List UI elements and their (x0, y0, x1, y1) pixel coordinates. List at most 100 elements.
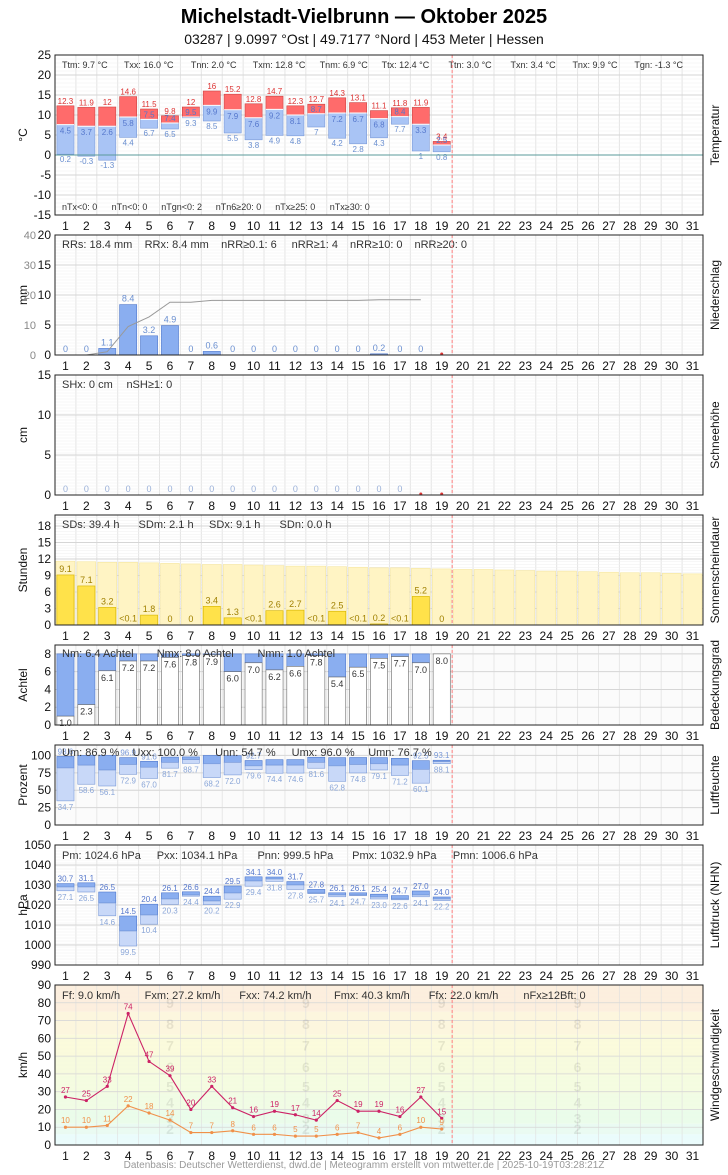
x-tick-label: 15 (351, 829, 365, 843)
bft-label: 7 (438, 1037, 446, 1053)
y-axis-label: hPa (16, 894, 30, 916)
sun-label: <0.1 (349, 614, 367, 624)
tmax-label: 13.1 (350, 94, 366, 103)
x-tick-label: 22 (498, 729, 512, 743)
rh-max-label: 92.5 (413, 752, 429, 761)
tmin-label: 4.4 (123, 138, 135, 147)
y-tick-label: 5 (44, 318, 51, 332)
mean-wind-point (210, 1130, 214, 1135)
bft-label: 7 (302, 1037, 310, 1053)
cloud-label: 8.0 (435, 656, 448, 666)
p-min-label: 23.0 (371, 901, 387, 910)
x-tick-label: 21 (477, 629, 491, 643)
y-tick-label: 30 (38, 1085, 52, 1099)
x-tick-label: 15 (351, 359, 365, 373)
p-lower-bar (77, 886, 96, 893)
tmin-label: 1 (419, 152, 424, 161)
gust-label: 74 (124, 1002, 133, 1011)
y-axis-label: mm (16, 285, 30, 305)
x-tick-label: 25 (560, 969, 574, 983)
x-tick-label: 27 (602, 729, 616, 743)
tmin-label: 4.8 (290, 137, 302, 146)
sun-label: <0.1 (119, 614, 137, 624)
snow-label: 0 (230, 484, 235, 494)
x-tick-label: 5 (146, 969, 153, 983)
p-lower-bar (140, 914, 158, 925)
sun-label: 0 (439, 614, 444, 624)
rh-min-label: 60.1 (413, 785, 429, 794)
p-max-label: 31.1 (79, 874, 95, 883)
plot-border (54, 54, 704, 216)
y-tick-label: -5 (40, 168, 51, 182)
x-tick-label: 4 (125, 499, 132, 513)
rain-label: 0 (63, 344, 68, 354)
rh-upper-bar (391, 757, 409, 766)
x-tick-label: 11 (268, 969, 281, 983)
summary-stat: SDx: 9.1 h (209, 519, 260, 531)
p-lower-bar (119, 930, 138, 947)
plot-border (54, 984, 704, 1146)
snow-label: 0 (397, 484, 402, 494)
summary-stat: Tnm: 6.9 °C (320, 60, 369, 70)
x-tick-label: 23 (519, 969, 533, 983)
p-lower-bar (182, 894, 200, 897)
x-tick-label: 19 (435, 829, 449, 843)
y-axis-label: Prozent (16, 764, 30, 806)
tmid-label: 8.7 (311, 105, 323, 114)
rain-label: 0 (356, 344, 361, 354)
rh-upper-bar (265, 759, 284, 766)
mean-wind-label: 22 (124, 1095, 133, 1104)
p-max-label: 14.5 (120, 907, 136, 916)
gust-label: 19 (354, 1100, 363, 1109)
x-tick-label: 18 (414, 1149, 428, 1163)
bft-label: 5 (166, 1078, 174, 1094)
x-tick-label: 15 (351, 629, 365, 643)
bft-label: 8 (438, 1016, 446, 1032)
rh-lower-bar (119, 764, 138, 775)
bft-label: 2 (166, 1121, 174, 1137)
gust-point (419, 1095, 423, 1099)
x-tick-label: 6 (167, 219, 174, 233)
tmid-label: 7.4 (164, 114, 176, 123)
x-tick-label: 27 (602, 629, 616, 643)
summary-stat: Unn: 54.7 % (215, 747, 276, 759)
tmid-label: 3.3 (415, 126, 427, 135)
x-tick-label: 15 (351, 1149, 365, 1163)
x-tick-label: 1 (62, 969, 69, 983)
x-tick-label: 19 (435, 969, 449, 983)
tmax-label: 12.7 (309, 95, 325, 104)
tmax-label: 11.9 (79, 98, 95, 107)
possible-sun-bar (620, 572, 640, 626)
x-tick-label: 8 (208, 729, 215, 743)
x-tick-label: 5 (146, 359, 153, 373)
x-tick-label: 4 (125, 969, 132, 983)
tmin-label: 3.8 (248, 141, 260, 150)
mean-wind-point (126, 1104, 130, 1108)
y-tick-label: 10 (38, 1120, 52, 1134)
x-tick-label: 10 (247, 359, 261, 373)
x-tick-label: 24 (540, 629, 554, 643)
p-max-label: 24.0 (434, 888, 450, 897)
cum-tick-label: 30 (24, 260, 36, 272)
summary-stat: nRR≥0.1: 6 (221, 239, 277, 251)
x-tick-label: 10 (247, 969, 261, 983)
x-tick-label: 23 (519, 219, 533, 233)
mean-wind-point (272, 1132, 277, 1136)
p-upper-bar (77, 882, 96, 888)
x-tick-label: 12 (289, 729, 303, 743)
p-min-label: 22.6 (392, 902, 408, 911)
gust-point (63, 1095, 68, 1099)
x-tick-label: 29 (644, 629, 658, 643)
x-tick-label: 12 (289, 499, 303, 513)
y-axis-label: °C (16, 128, 30, 142)
rh-lower-bar (223, 762, 242, 776)
y-tick-label: 1010 (24, 918, 51, 932)
x-tick-label: 16 (372, 219, 386, 233)
bft-band (55, 1011, 703, 1035)
x-tick-label: 4 (125, 629, 132, 643)
rh-lower-bar (411, 769, 430, 784)
x-tick-label: 17 (393, 969, 407, 983)
x-tick-label: 15 (351, 729, 365, 743)
y-tick-label: -10 (34, 188, 52, 202)
